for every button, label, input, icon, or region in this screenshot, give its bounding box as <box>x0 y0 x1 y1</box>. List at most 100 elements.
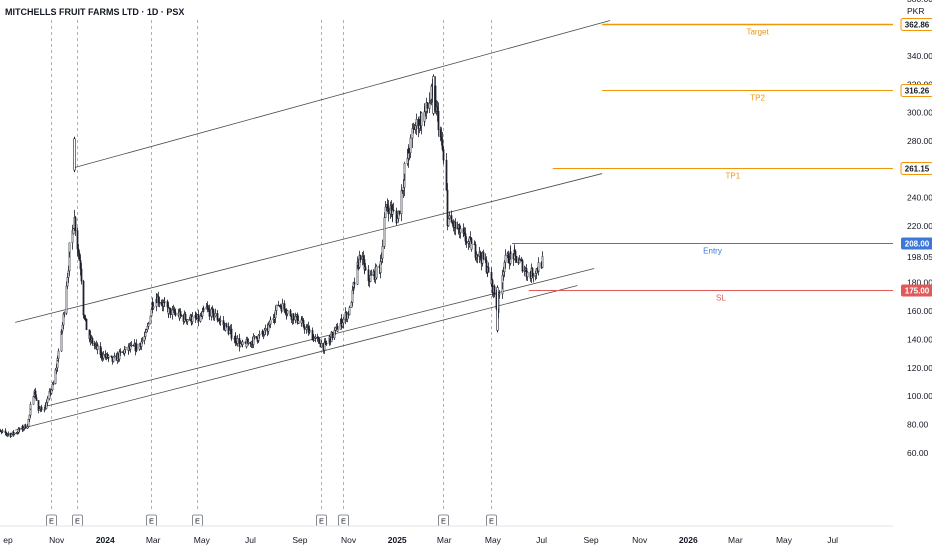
candle-body <box>113 355 116 358</box>
time-axis[interactable]: ep Nov 2024 Mar May Jul Sep Nov 2025 Mar May Jul Sep… <box>0 525 893 545</box>
candle-body <box>502 271 505 276</box>
earnings-marker-label: E <box>75 517 80 526</box>
candle-body <box>331 331 334 339</box>
candle-body <box>51 383 54 391</box>
candle-body <box>409 137 412 153</box>
candle-body <box>297 320 300 324</box>
price-tag-box <box>901 284 932 297</box>
y-tick-label: 100.00 <box>907 391 932 401</box>
earnings-marker[interactable]: E <box>486 514 497 527</box>
earnings-marker[interactable]: E <box>316 514 327 527</box>
candle-body <box>267 324 270 332</box>
candle-body <box>255 336 258 339</box>
channel-line-upper[interactable] <box>73 20 611 169</box>
candle-body <box>450 215 453 223</box>
candle-body <box>504 254 507 263</box>
x-tick-label: 2025 <box>388 535 407 545</box>
candle-body <box>364 266 367 271</box>
candle-body <box>386 204 389 209</box>
candle-body <box>43 409 46 411</box>
candle-body <box>406 158 409 164</box>
candle-body <box>459 228 462 233</box>
earnings-marker[interactable]: E <box>46 514 57 527</box>
x-tick-label: Mar <box>728 535 743 545</box>
earnings-marker[interactable]: E <box>338 514 349 527</box>
price-axis[interactable]: PKR400.00380.00360.00340.00320.00300.002… <box>907 0 932 458</box>
y-tick-label: 180.00 <box>907 278 932 288</box>
candle-body <box>439 129 442 138</box>
candle-body <box>274 310 277 319</box>
earnings-marker[interactable]: E <box>192 514 203 527</box>
candles <box>0 74 544 439</box>
candle-body <box>10 434 13 437</box>
candle-body <box>283 303 286 310</box>
candle-body <box>35 397 38 401</box>
candle-body <box>308 329 311 331</box>
candle-body <box>166 301 169 308</box>
candle-body <box>446 189 449 204</box>
earnings-marker-label: E <box>319 517 324 526</box>
candle-body <box>537 262 540 272</box>
candle-body <box>423 111 426 122</box>
level-label-entry: Entry <box>703 247 722 256</box>
candle-body <box>143 336 146 341</box>
candle-body <box>313 337 316 341</box>
candle-body <box>353 282 356 285</box>
candle-body <box>129 345 132 350</box>
candle-body <box>324 341 327 344</box>
price-levels[interactable]: Target TP2 TP1 Entry SL <box>512 23 893 303</box>
candle-body <box>197 314 200 322</box>
price-tag-box <box>901 237 932 250</box>
candle-body <box>362 256 365 260</box>
candle-body <box>123 349 126 354</box>
candle-body <box>74 217 77 231</box>
candle-body <box>217 319 220 322</box>
candle-body <box>18 428 21 431</box>
price-tags: 362.86 316.26 261.15 208.00 175.00 <box>900 18 932 297</box>
earnings-marker[interactable]: E <box>438 514 449 527</box>
candle-body <box>487 266 490 273</box>
candle-body <box>52 383 55 385</box>
price-tag-value: 362.86 <box>905 21 930 30</box>
candle-body <box>194 315 197 319</box>
candle-body <box>207 308 210 310</box>
candle-body <box>224 323 227 331</box>
x-tick-label: May <box>194 535 211 545</box>
x-tick-label: Nov <box>49 535 65 545</box>
candle-body <box>398 210 401 215</box>
candle-body <box>351 290 354 303</box>
channel-line-middle[interactable] <box>15 173 603 323</box>
candle-body <box>286 310 289 315</box>
candle-body <box>29 404 32 410</box>
x-tick-label: May <box>485 535 502 545</box>
candle-body <box>119 351 122 353</box>
price-tag-box <box>900 84 932 97</box>
candle-body <box>173 309 176 314</box>
candle-body <box>55 367 58 371</box>
candle-body <box>82 280 85 316</box>
candle-body <box>162 302 165 307</box>
earnings-marker[interactable]: E <box>72 514 83 527</box>
earnings-marker-label: E <box>195 517 200 526</box>
candle-body <box>213 315 216 319</box>
x-tick-label: Mar <box>437 535 452 545</box>
x-tick-label: 2026 <box>679 535 698 545</box>
candle-body <box>238 338 241 347</box>
candle-body <box>402 187 405 191</box>
candle-body <box>186 319 189 322</box>
candle-body <box>54 369 57 384</box>
earnings-marker[interactable]: E <box>146 514 157 527</box>
y-tick-label: 198.05 <box>907 252 932 262</box>
candle-body <box>380 258 383 262</box>
candle-body <box>100 351 103 358</box>
candle-body <box>323 342 326 351</box>
channel-line-lower-2[interactable] <box>15 285 578 431</box>
channel-lines[interactable] <box>15 20 611 431</box>
channel-line-lower-1[interactable] <box>46 268 595 407</box>
price-tag-value: 316.26 <box>905 87 930 96</box>
candle-body <box>348 307 351 316</box>
candle-body <box>284 308 287 314</box>
candle-body <box>464 233 467 242</box>
